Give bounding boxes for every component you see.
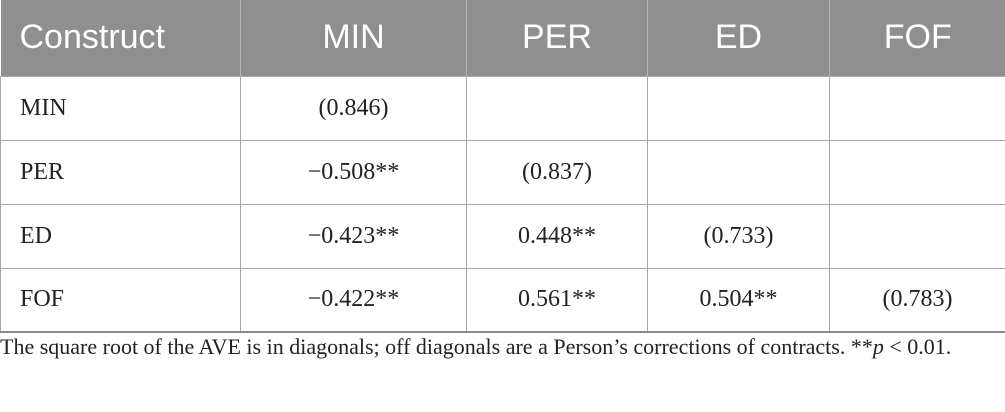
table-cell: 0.504** xyxy=(647,267,830,333)
table-row: MIN (0.846) xyxy=(0,75,1005,141)
table-cell xyxy=(829,75,1005,141)
footnote-text: The square root of the AVE is in diagona… xyxy=(0,334,873,359)
header-construct: Construct xyxy=(19,18,166,57)
row-label: FOF xyxy=(0,267,241,333)
table-row: PER −0.508** (0.837) xyxy=(0,139,1005,205)
table-cell xyxy=(466,75,648,141)
table-footnote: The square root of the AVE is in diagona… xyxy=(0,331,1000,363)
header-ed: ED xyxy=(647,0,830,76)
table-cell xyxy=(829,139,1005,205)
table-cell: 0.448** xyxy=(466,203,648,269)
row-label: ED xyxy=(0,203,241,269)
table-cell: (0.846) xyxy=(240,75,467,141)
table-cell: −0.422** xyxy=(240,267,467,333)
table-cell: (0.733) xyxy=(647,203,830,269)
table-cell: (0.783) xyxy=(829,267,1005,333)
table-cell: 0.561** xyxy=(466,267,648,333)
table-cell: (0.837) xyxy=(466,139,648,205)
row-label: PER xyxy=(0,139,241,205)
table-cell xyxy=(829,203,1005,269)
correlation-table: Construct MIN PER ED FOF MIN (0.846) PER… xyxy=(0,0,1005,333)
header-per: PER xyxy=(466,0,648,76)
table-cell xyxy=(647,139,830,205)
row-label: MIN xyxy=(0,75,241,141)
header-fof: FOF xyxy=(829,0,1005,76)
table-header: Construct MIN PER ED FOF xyxy=(0,0,1005,76)
header-row: Construct MIN PER ED FOF xyxy=(0,0,1005,76)
table-row: FOF −0.422** 0.561** 0.504** (0.783) xyxy=(0,267,1005,333)
table-body: MIN (0.846) PER −0.508** (0.837) ED −0.4… xyxy=(0,75,1005,333)
table-cell xyxy=(647,75,830,141)
footnote-p-symbol: p xyxy=(872,334,884,359)
table-row: ED −0.423** 0.448** (0.733) xyxy=(0,203,1005,269)
table-cell: −0.508** xyxy=(240,139,467,205)
footnote-threshold: < 0.01. xyxy=(883,334,952,359)
table-cell: −0.423** xyxy=(240,203,467,269)
header-min: MIN xyxy=(240,0,467,76)
